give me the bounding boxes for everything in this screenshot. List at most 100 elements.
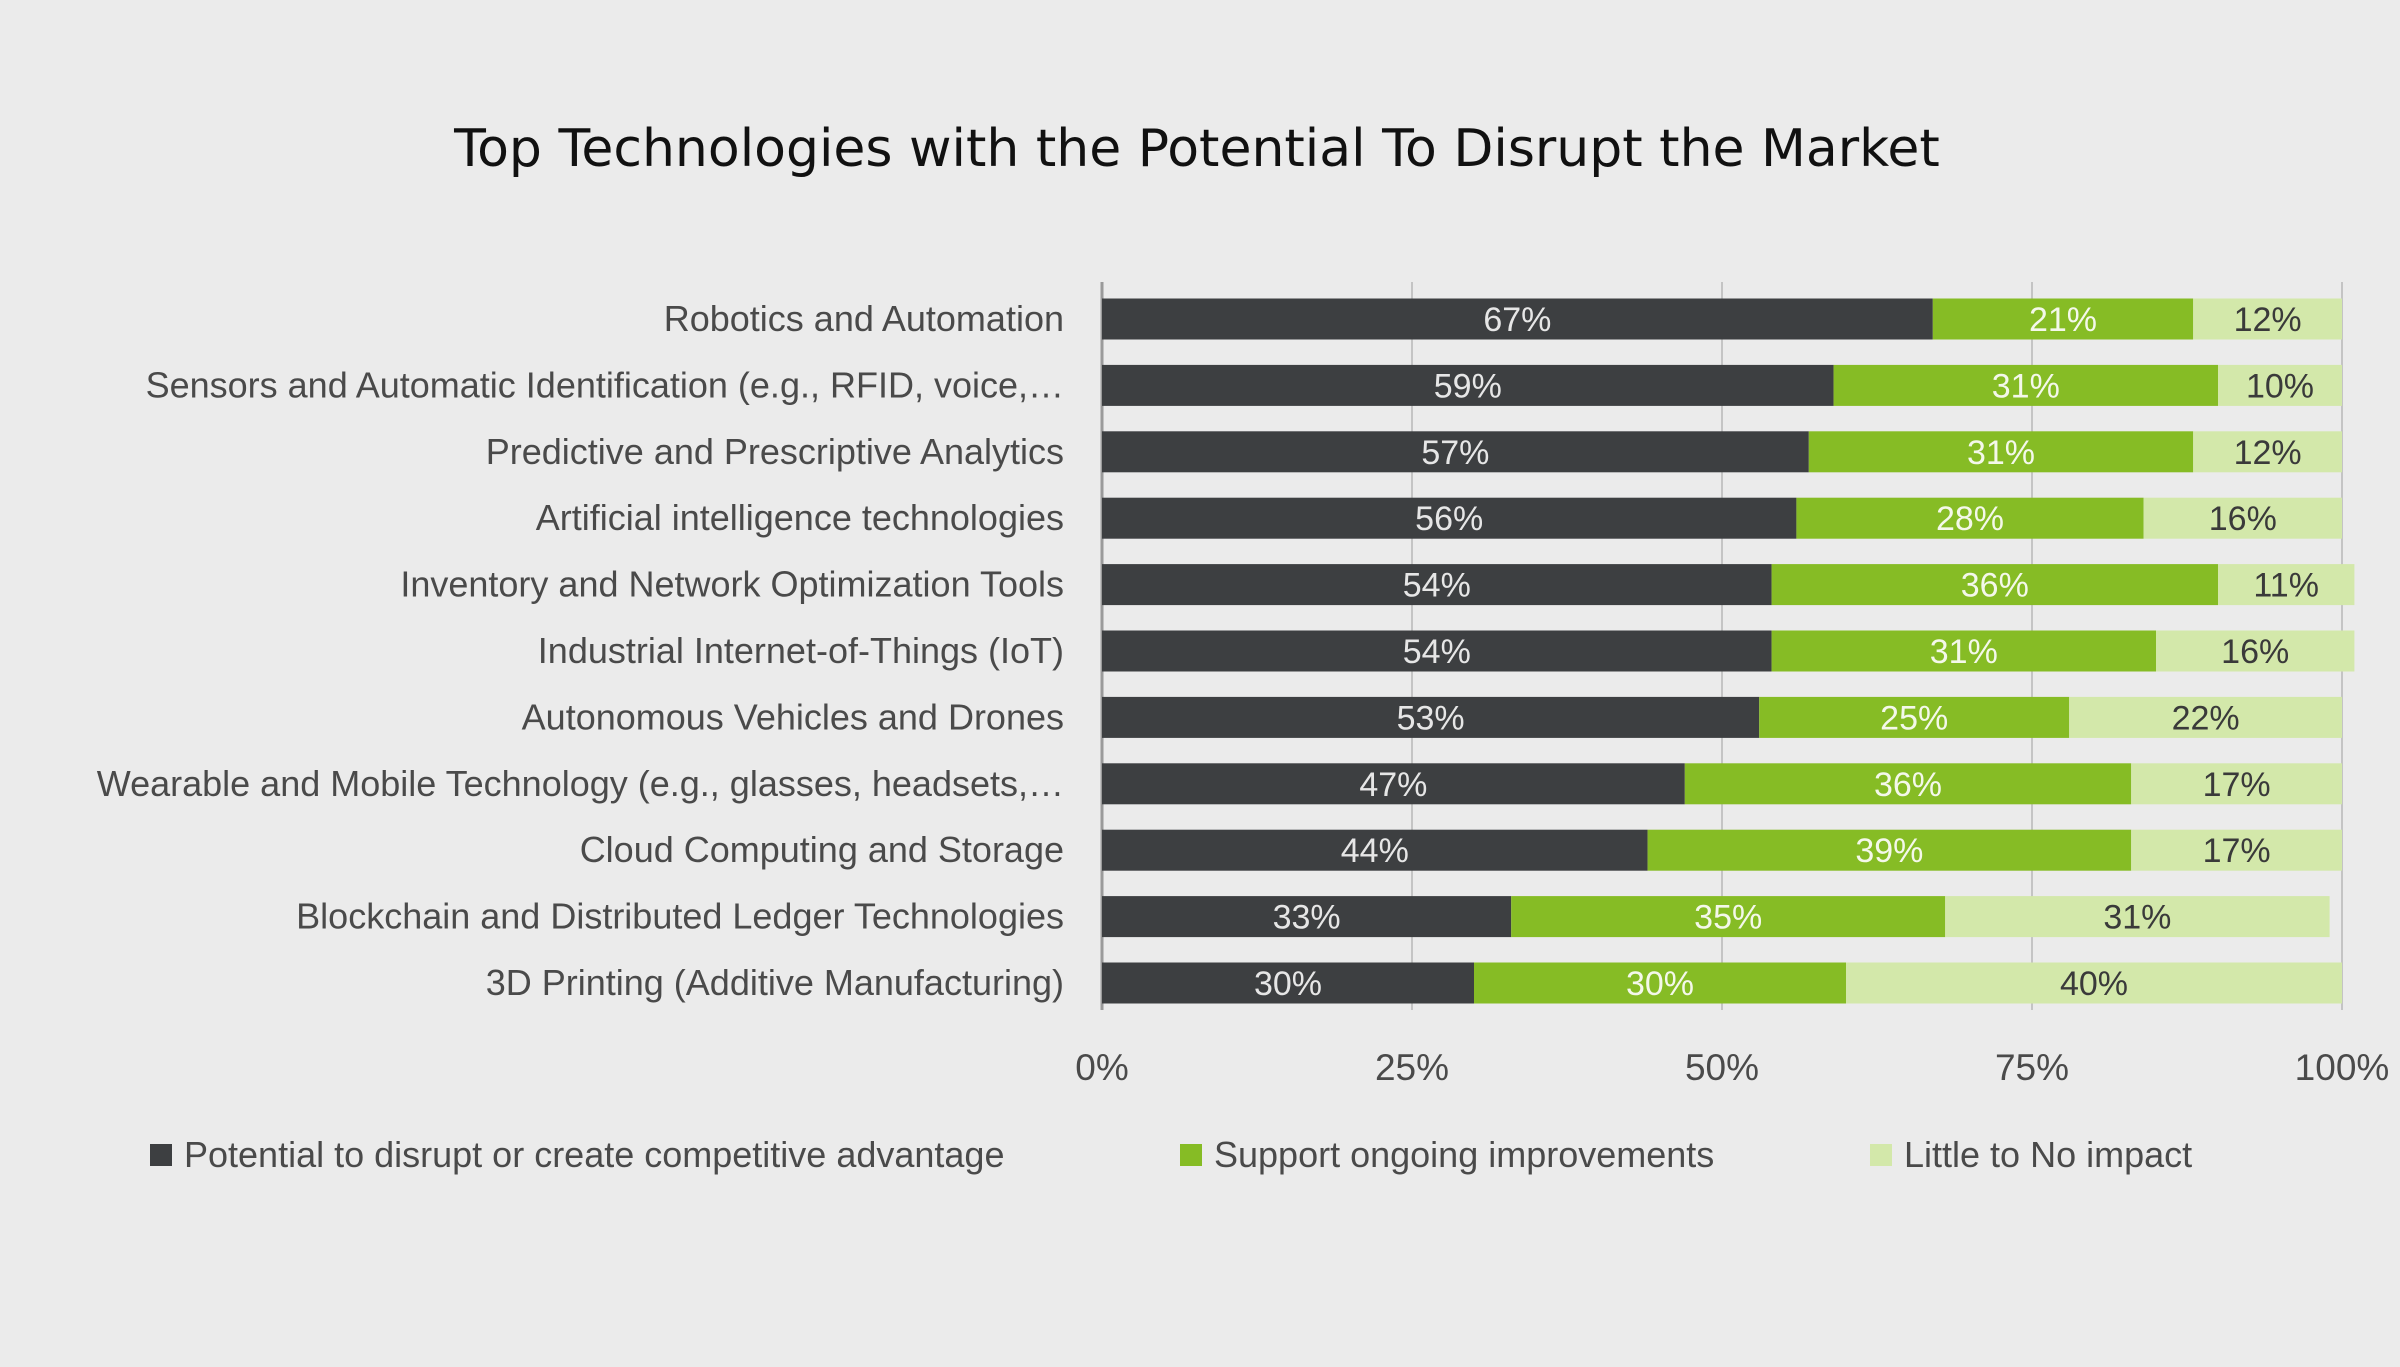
bar-segment-2 bbox=[1808, 431, 2194, 473]
category-label: Artificial intelligence technologies bbox=[536, 497, 1064, 538]
bar-segment-3 bbox=[2218, 364, 2342, 406]
x-tick-label: 25% bbox=[1375, 1047, 1449, 1088]
category-label: Robotics and Automation bbox=[664, 298, 1064, 339]
bar-row: 53% 25% 22% bbox=[1102, 696, 2342, 738]
bar-row: 30% 30% 40% bbox=[1102, 962, 2342, 1004]
category-label: Inventory and Network Optimization Tools bbox=[400, 564, 1064, 605]
x-tick-label: 100% bbox=[2295, 1047, 2390, 1088]
value-label: 33% bbox=[1273, 899, 1341, 937]
legend-label: Potential to disrupt or create competiti… bbox=[184, 1134, 1004, 1175]
bar-segment-1 bbox=[1102, 298, 1933, 340]
bar-segment-2 bbox=[1684, 763, 2132, 805]
bar-segment-3 bbox=[2218, 564, 2355, 606]
bar-segment-3 bbox=[2193, 431, 2342, 473]
value-label: 16% bbox=[2209, 500, 2277, 538]
value-label: 36% bbox=[1961, 567, 2029, 605]
value-label: 17% bbox=[2203, 766, 2271, 804]
legend-swatch bbox=[1180, 1144, 1202, 1166]
x-tick-label: 75% bbox=[1995, 1047, 2069, 1088]
category-label: Blockchain and Distributed Ledger Techno… bbox=[296, 896, 1064, 937]
bar-segment-3 bbox=[1846, 962, 2342, 1004]
bar-segment-3 bbox=[2143, 497, 2342, 539]
bar-segment-3 bbox=[2131, 829, 2342, 871]
bar-segment-1 bbox=[1102, 364, 1834, 406]
value-label: 54% bbox=[1403, 633, 1471, 671]
bar-segment-1 bbox=[1102, 630, 1772, 672]
bar-segment-2 bbox=[1833, 364, 2218, 406]
value-label: 36% bbox=[1874, 766, 1942, 804]
legend: Potential to disrupt or create competiti… bbox=[150, 1134, 2192, 1175]
value-label: 59% bbox=[1434, 367, 1502, 405]
bar-row: 59% 31% 10% bbox=[1102, 364, 2342, 406]
legend-label: Support ongoing improvements bbox=[1214, 1134, 1714, 1175]
bar-row: 54% 31% 16% bbox=[1102, 630, 2355, 672]
legend-label: Little to No impact bbox=[1904, 1134, 2192, 1175]
bar-segment-1 bbox=[1102, 696, 1760, 738]
value-label: 10% bbox=[2246, 367, 2314, 405]
value-label: 40% bbox=[2060, 965, 2128, 1003]
category-label: 3D Printing (Additive Manufacturing) bbox=[486, 962, 1064, 1003]
bar-segment-1 bbox=[1102, 497, 1797, 539]
chart-title: Top Technologies with the Potential To D… bbox=[453, 119, 1940, 179]
bar-segment-3 bbox=[2193, 298, 2342, 340]
bar-row: 44% 39% 17% bbox=[1102, 829, 2342, 871]
value-label: 12% bbox=[2234, 301, 2302, 339]
bar-row: 67% 21% 12% bbox=[1102, 298, 2342, 340]
value-label: 31% bbox=[1992, 367, 2060, 405]
x-tick-label: 0% bbox=[1075, 1047, 1128, 1088]
value-label: 35% bbox=[1694, 899, 1762, 937]
bar-segment-1 bbox=[1102, 962, 1474, 1004]
x-axis-ticks: 0% 25% 50% 75% 100% bbox=[1075, 1047, 2389, 1088]
value-label: 22% bbox=[2172, 699, 2240, 737]
bar-segment-2 bbox=[1771, 564, 2218, 606]
value-label: 31% bbox=[1930, 633, 1998, 671]
value-label: 47% bbox=[1359, 766, 1427, 804]
bar-segment-2 bbox=[1759, 696, 2070, 738]
legend-item-1: Potential to disrupt or create competiti… bbox=[150, 1134, 1004, 1175]
bars: 67% 21% 12% 59% 31% 10% 57% 31% 12% 56% 28% 16% 54% 3… bbox=[1102, 298, 2355, 1004]
x-tick-label: 50% bbox=[1685, 1047, 1759, 1088]
value-label: 21% bbox=[2029, 301, 2097, 339]
category-label: Industrial Internet-of-Things (IoT) bbox=[538, 630, 1064, 671]
value-label: 30% bbox=[1254, 965, 1322, 1003]
value-label: 11% bbox=[2253, 567, 2319, 605]
value-label: 28% bbox=[1936, 500, 2004, 538]
value-label: 17% bbox=[2203, 832, 2271, 870]
bar-row: 33% 35% 31% bbox=[1102, 896, 2330, 938]
value-label: 31% bbox=[1967, 434, 2035, 472]
category-labels: Robotics and Automation Sensors and Autom… bbox=[97, 298, 1064, 1003]
bar-segment-3 bbox=[1945, 896, 2330, 938]
legend-swatch bbox=[1870, 1144, 1892, 1166]
value-label: 57% bbox=[1421, 434, 1489, 472]
bar-segment-3 bbox=[2131, 763, 2342, 805]
bar-segment-1 bbox=[1102, 896, 1512, 938]
bar-segment-1 bbox=[1102, 763, 1685, 805]
category-label: Cloud Computing and Storage bbox=[580, 829, 1064, 870]
bar-segment-2 bbox=[1932, 298, 2194, 340]
category-label: Sensors and Automatic Identification (e.… bbox=[146, 364, 1064, 405]
category-label: Autonomous Vehicles and Drones bbox=[522, 696, 1064, 737]
value-label: 30% bbox=[1626, 965, 1694, 1003]
bar-row: 54% 36% 11% bbox=[1102, 564, 2355, 606]
bar-segment-2 bbox=[1474, 962, 1846, 1004]
bar-row: 56% 28% 16% bbox=[1102, 497, 2342, 539]
value-label: 39% bbox=[1855, 832, 1923, 870]
legend-swatch bbox=[150, 1144, 172, 1166]
category-label: Predictive and Prescriptive Analytics bbox=[486, 431, 1064, 472]
value-label: 16% bbox=[2221, 633, 2289, 671]
bar-segment-2 bbox=[1796, 497, 2144, 539]
bar-row: 57% 31% 12% bbox=[1102, 431, 2342, 473]
bar-segment-2 bbox=[1771, 630, 2156, 672]
bar-segment-3 bbox=[2069, 696, 2342, 738]
bar-segment-2 bbox=[1647, 829, 2132, 871]
bar-row: 47% 36% 17% bbox=[1102, 763, 2342, 805]
value-label: 31% bbox=[2103, 899, 2171, 937]
value-label: 12% bbox=[2234, 434, 2302, 472]
legend-item-2: Support ongoing improvements bbox=[1180, 1134, 1714, 1175]
value-label: 53% bbox=[1397, 699, 1465, 737]
legend-item-3: Little to No impact bbox=[1870, 1134, 2192, 1175]
bar-segment-1 bbox=[1102, 431, 1809, 473]
value-label: 25% bbox=[1880, 699, 1948, 737]
bar-segment-3 bbox=[2156, 630, 2355, 672]
